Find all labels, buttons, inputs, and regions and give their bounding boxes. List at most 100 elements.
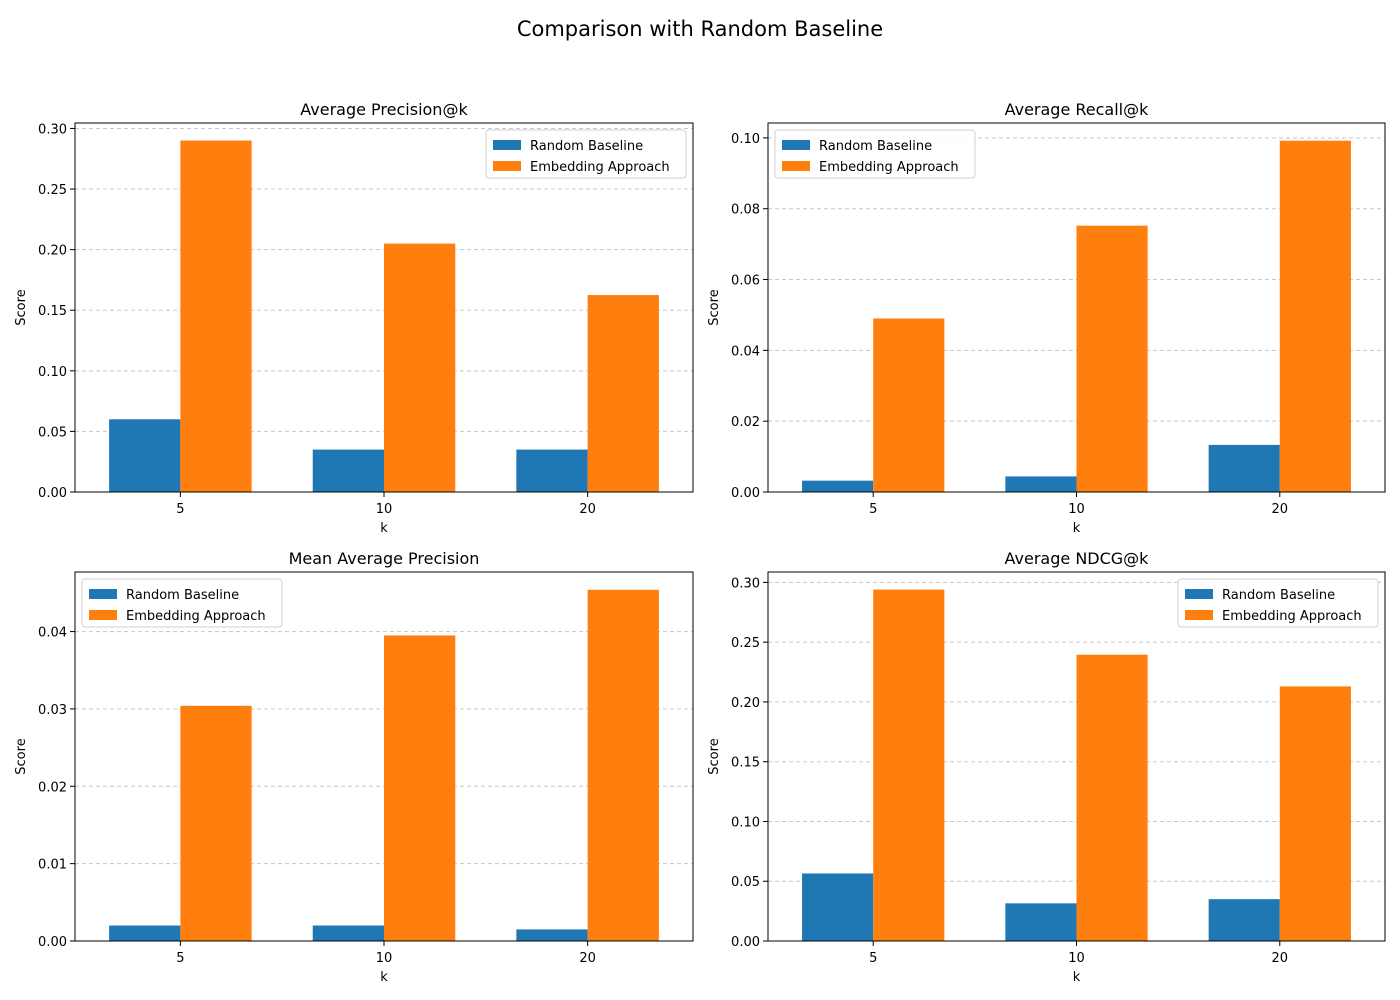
chart4: 0.00 0.05 0.10 0.15 0.20 0.25 0.30 5 10 20 Average… (707, 549, 1386, 985)
chart1-ytick-label: 0.30 (38, 122, 67, 137)
chart2-ytick-label: 0.10 (731, 132, 760, 147)
charts-container: 0.00 0.05 0.10 0.15 0.20 0.25 0.30 5 10 20 Average… (14, 100, 1386, 985)
chart1-bar-random-k5 (109, 419, 181, 492)
chart2: 0.00 0.02 0.04 0.06 0.08 0.10 5 10 20 Average Rec… (707, 100, 1386, 536)
chart4-ytick-label: 0.05 (731, 875, 760, 890)
chart2-ytick-label: 0.06 (731, 274, 760, 289)
chart4-legend-swatch-embedding (1185, 610, 1213, 620)
chart1-bar-random-k10 (312, 449, 384, 492)
chart2-xlabel: k (1073, 521, 1081, 536)
chart2-legend-swatch-random (782, 140, 810, 150)
chart2-bar-random-k10 (1005, 476, 1077, 492)
chart2-legend: Random Baseline Embedding Approach (774, 129, 976, 179)
chart4-xtick-label: 5 (869, 951, 877, 966)
chart1-ytick-label: 0.10 (38, 365, 67, 380)
chart2-xtick-label: 10 (1068, 502, 1085, 517)
chart4-bar-embedding-k20 (1279, 686, 1351, 941)
chart3-ytick-label: 0.01 (38, 858, 67, 873)
chart1: 0.00 0.05 0.10 0.15 0.20 0.25 0.30 5 10 20 Average… (14, 100, 694, 536)
chart4-ytick-label: 0.20 (731, 696, 760, 711)
chart1-bar-embedding-k5 (180, 140, 252, 493)
chart3-ylabel: Score (14, 738, 29, 774)
chart1-bar-random-k20 (516, 449, 588, 492)
chart2-bar-random-k20 (1208, 444, 1280, 492)
chart3-ytick-label: 0.03 (38, 703, 67, 718)
chart4-ytick-label: 0.00 (731, 935, 760, 950)
chart4-ytick-label: 0.15 (731, 756, 760, 771)
chart1-ytick-label: 0.00 (38, 486, 67, 501)
chart4-bar-random-k10 (1005, 903, 1077, 941)
chart1-ytick-label: 0.25 (38, 183, 67, 198)
chart4-legend-box (1177, 578, 1379, 628)
chart2-legend-swatch-embedding (782, 161, 810, 171)
chart1-xtick-label: 5 (176, 502, 184, 517)
chart4-legend-label-random: Random Baseline (1222, 588, 1335, 603)
chart3-bar-embedding-k10 (384, 635, 456, 941)
chart3-ytick-label: 0.00 (38, 935, 67, 950)
chart4-xlabel: k (1073, 970, 1081, 985)
chart1-ytick-label: 0.20 (38, 244, 67, 259)
figure-title: Comparison with Random Baseline (517, 17, 883, 41)
chart4-xtick-label: 20 (1272, 951, 1289, 966)
chart1-title: Average Precision@k (300, 100, 468, 119)
chart3-legend-swatch-embedding (89, 610, 117, 620)
chart4-title: Average NDCG@k (1005, 549, 1150, 568)
chart2-xtick-label: 20 (1272, 502, 1289, 517)
chart2-legend-label-embedding: Embedding Approach (819, 160, 959, 175)
chart2-ytick-label: 0.02 (731, 415, 760, 430)
chart2-legend-label-random: Random Baseline (819, 139, 932, 154)
chart2-ylabel: Score (707, 289, 722, 325)
chart2-bar-embedding-k5 (873, 318, 945, 492)
chart3-legend-swatch-random (89, 589, 117, 599)
chart1-legend-label-embedding: Embedding Approach (530, 160, 670, 175)
chart3-xtick-label: 10 (376, 951, 393, 966)
chart4-bar-embedding-k5 (873, 589, 945, 941)
chart3-bar-random-k10 (312, 925, 384, 941)
chart1-xtick-label: 20 (579, 502, 596, 517)
chart3-xlabel: k (380, 970, 388, 985)
chart1-ytick-label: 0.05 (38, 425, 67, 440)
chart1-bar-embedding-k10 (384, 243, 456, 492)
chart4-bar-random-k20 (1208, 899, 1280, 941)
chart3-bar-embedding-k20 (587, 589, 659, 941)
chart3-bar-random-k20 (516, 929, 588, 941)
chart4-legend-label-embedding: Embedding Approach (1222, 609, 1362, 624)
chart2-ytick-label: 0.00 (731, 486, 760, 501)
chart4-ytick-label: 0.25 (731, 636, 760, 651)
chart3-legend-box (81, 578, 283, 628)
chart4-bar-embedding-k10 (1076, 654, 1148, 941)
chart3-bar-random-k5 (109, 925, 181, 941)
chart1-legend-label-random: Random Baseline (530, 139, 643, 154)
chart4-legend: Random Baseline Embedding Approach (1177, 578, 1379, 628)
chart3: 0.00 0.01 0.02 0.03 0.04 5 10 20 Mean Average Pr… (14, 549, 694, 985)
chart2-ytick-label: 0.08 (731, 203, 760, 218)
chart3-ytick-label: 0.04 (38, 626, 67, 641)
chart2-bar-embedding-k10 (1076, 225, 1148, 493)
chart4-ytick-label: 0.30 (731, 576, 760, 591)
chart3-title: Mean Average Precision (289, 549, 480, 568)
chart2-xtick-label: 5 (869, 502, 877, 517)
chart1-ytick-label: 0.15 (38, 304, 67, 319)
chart2-bar-embedding-k20 (1279, 140, 1351, 492)
chart1-bar-embedding-k20 (587, 295, 659, 492)
chart1-xtick-label: 10 (376, 502, 393, 517)
chart3-xtick-label: 5 (176, 951, 184, 966)
chart3-legend: Random Baseline Embedding Approach (81, 578, 283, 628)
chart1-legend: Random Baseline Embedding Approach (485, 129, 687, 179)
chart4-legend-swatch-random (1185, 589, 1213, 599)
chart3-bar-embedding-k5 (180, 705, 252, 941)
chart1-legend-box (485, 129, 687, 179)
chart4-ytick-label: 0.10 (731, 815, 760, 830)
chart4-ylabel: Score (707, 738, 722, 774)
chart4-xtick-label: 10 (1068, 951, 1085, 966)
chart2-bar-random-k5 (802, 480, 874, 492)
chart1-legend-swatch-embedding (493, 161, 521, 171)
chart2-ytick-label: 0.04 (731, 344, 760, 359)
chart3-xtick-label: 20 (579, 951, 596, 966)
chart1-xlabel: k (380, 521, 388, 536)
chart2-title: Average Recall@k (1005, 100, 1150, 119)
chart3-ytick-label: 0.02 (38, 780, 67, 795)
chart1-legend-swatch-random (493, 140, 521, 150)
chart1-ylabel: Score (14, 289, 29, 325)
